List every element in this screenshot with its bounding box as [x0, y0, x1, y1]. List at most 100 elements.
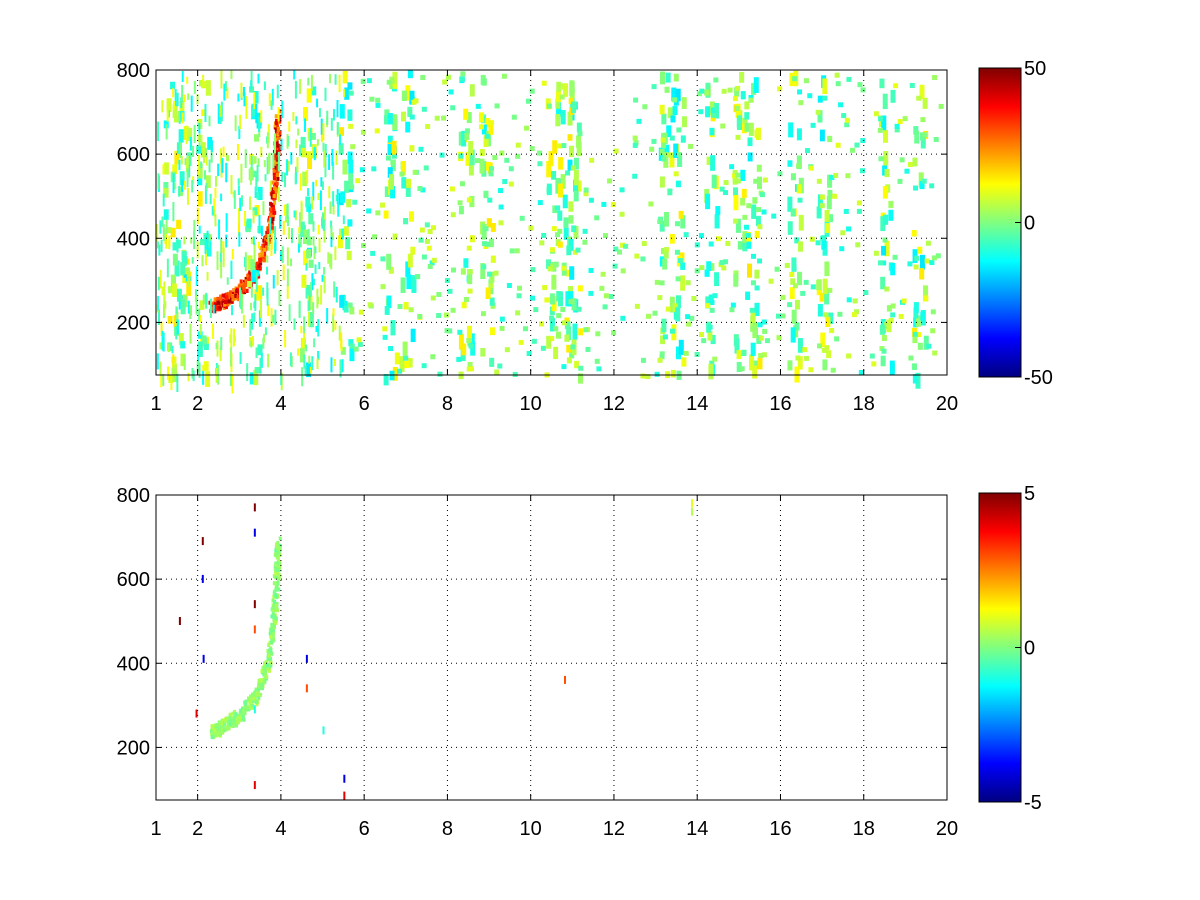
heatmap-cell	[797, 89, 803, 95]
heatmap-cell	[659, 104, 665, 115]
ridge-cell	[234, 723, 238, 728]
heatmap-cell	[787, 360, 793, 371]
heatmap-cell	[321, 181, 324, 190]
heatmap-cell	[734, 87, 740, 97]
heatmap-cell	[220, 193, 223, 202]
heatmap-cell	[675, 180, 681, 188]
heatmap-cell	[238, 125, 241, 140]
heatmap-cell	[392, 114, 398, 131]
heatmap-cell	[663, 248, 669, 259]
heatmap-cell	[347, 82, 353, 90]
heatmap-cell	[427, 264, 433, 270]
heatmap-cell	[269, 180, 272, 191]
heatmap-cell	[405, 121, 411, 133]
ridge-cell	[261, 243, 265, 248]
heatmap-cell	[512, 371, 518, 377]
heatmap-cell	[166, 98, 172, 112]
heatmap-cell	[310, 74, 313, 91]
heatmap-cell	[287, 216, 290, 227]
heatmap-cell	[675, 307, 681, 322]
heatmap-cell	[921, 178, 927, 184]
heatmap-cell	[386, 79, 392, 85]
heatmap-cell	[649, 146, 655, 152]
heatmap-cell	[249, 319, 252, 336]
heatmap-cell	[568, 291, 574, 307]
ridge-cell	[268, 668, 272, 673]
heatmap-cell	[730, 302, 736, 308]
heatmap-cell	[710, 108, 716, 114]
heatmap-cell	[834, 72, 840, 78]
ridge-cell	[225, 292, 229, 297]
heatmap-cell	[320, 285, 323, 305]
heatmap-cell	[602, 304, 608, 310]
heatmap-cell	[167, 286, 173, 294]
heatmap-cell	[260, 225, 263, 237]
y-tick-label: 200	[117, 312, 150, 334]
heatmap-cell	[180, 341, 186, 349]
ridge-cell	[271, 631, 275, 636]
heatmap-cell	[309, 127, 312, 147]
heatmap-cell	[193, 80, 196, 94]
ridge-cell	[227, 299, 231, 304]
heatmap-cell	[270, 308, 273, 327]
ridge-cell	[262, 252, 266, 257]
heatmap-cell	[488, 283, 494, 289]
heatmap-cell	[669, 135, 675, 141]
x-tick-label: 12	[603, 818, 625, 840]
heatmap-cell	[735, 85, 741, 91]
heatmap-cell	[556, 102, 562, 117]
heatmap-cell	[777, 171, 783, 177]
heatmap-cell	[735, 172, 741, 178]
heatmap-cell	[566, 245, 572, 256]
heatmap-cell	[929, 183, 935, 189]
heatmap-cell	[551, 274, 557, 290]
heatmap-cell	[191, 257, 194, 264]
heatmap-cell	[302, 171, 308, 187]
heatmap-cell	[555, 177, 561, 194]
ridge-cell	[252, 691, 256, 696]
ridge-cell	[254, 699, 258, 704]
heatmap-cell	[208, 159, 211, 173]
heatmap-cell	[555, 331, 561, 339]
heatmap-cell	[266, 287, 269, 306]
heatmap-cell	[667, 152, 673, 158]
heatmap-cell	[196, 241, 199, 259]
heatmap-cell	[286, 247, 289, 266]
heatmap-cell	[741, 188, 747, 198]
heatmap-cell	[780, 313, 786, 319]
ridge-cell	[272, 608, 276, 613]
heatmap-cell	[382, 334, 388, 340]
heatmap-cell	[620, 315, 626, 321]
heatmap-cell	[882, 186, 888, 199]
heatmap-cell	[563, 228, 569, 240]
heatmap-cell	[278, 215, 281, 229]
heatmap-cell	[734, 338, 740, 354]
heatmap-cell	[533, 307, 539, 313]
heatmap-cell	[897, 178, 903, 184]
x-tick-label: 18	[853, 393, 875, 415]
heatmap-cell	[914, 130, 920, 144]
heatmap-cell	[280, 373, 283, 386]
ridge-cell	[275, 608, 279, 613]
ridge-cell	[274, 127, 278, 132]
ridge-cell	[238, 710, 242, 715]
heatmap-cell	[292, 111, 295, 121]
heatmap-cell	[748, 122, 754, 136]
heatmap-cell	[342, 215, 345, 225]
heatmap-cell	[488, 238, 494, 248]
heatmap-cell	[205, 80, 211, 96]
heatmap-cell	[282, 264, 285, 281]
heatmap-cell	[633, 97, 639, 103]
heatmap-cell	[651, 138, 657, 144]
heatmap-cell	[299, 347, 305, 363]
heatmap-cell	[463, 296, 469, 302]
heatmap-cell	[163, 281, 166, 300]
bottom-colorbar: 50-5	[978, 483, 1042, 814]
x-tick-label: 2	[192, 393, 203, 415]
heatmap-cell	[267, 353, 270, 368]
heatmap-cell	[844, 117, 850, 123]
heatmap-cell	[391, 140, 397, 155]
heatmap-cell	[504, 347, 510, 353]
heatmap-cell	[745, 232, 751, 238]
ridge-cell	[269, 663, 273, 668]
